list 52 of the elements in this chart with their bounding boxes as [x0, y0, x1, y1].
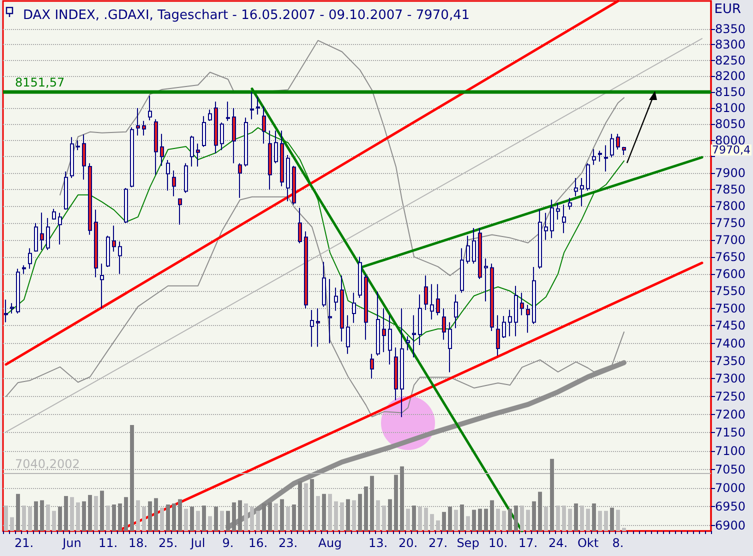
y-tick-label: 7000 — [715, 480, 746, 495]
y-tick-label: 7250 — [715, 390, 746, 404]
y-tick-label: 7050 — [715, 462, 746, 476]
x-tick-label: 20. — [398, 536, 418, 550]
x-tick-label: 25. — [158, 536, 178, 550]
x-tick-label: Okt — [577, 536, 599, 550]
x-tick-label: 27. — [428, 536, 448, 550]
y-tick-label: 6950 — [715, 500, 746, 514]
x-tick-label: Sep — [456, 536, 480, 550]
y-tick-label: 7350 — [715, 354, 746, 368]
y-tick-label: 7500 — [715, 301, 746, 316]
y-tick-label: 7450 — [715, 318, 746, 333]
y-tick-label: 8200 — [715, 69, 746, 84]
y-tick-label: 8350 — [715, 22, 746, 36]
x-tick-label: 13. — [368, 536, 388, 550]
ref-line-label: 7040,2002 — [15, 456, 80, 471]
y-tick-label: 8150 — [715, 85, 746, 99]
x-tick-label: 18. — [128, 536, 148, 550]
text: 7970,4 — [712, 143, 750, 156]
x-tick-label: 11. — [98, 536, 118, 550]
x-tick-label: 24. — [548, 536, 568, 550]
x-tick-label: Jun — [62, 536, 82, 550]
y-tick-label: 7700 — [715, 232, 746, 247]
y-tick-label: 7200 — [715, 408, 746, 422]
x-tick-label: 21. — [14, 536, 34, 550]
text: DAX INDEX, .GDAXI, Tageschart - 16.05.2007 - 09.10.2007 - 7970,41 — [23, 8, 470, 23]
x-tick-label: 16. — [248, 536, 268, 550]
x-tick-label: Aug — [318, 536, 342, 550]
x-tick-label: 8. — [612, 536, 624, 550]
y-tick-label: 8100 — [715, 101, 746, 116]
y-tick-label: 7150 — [715, 426, 746, 440]
y-tick-label: 7900 — [715, 166, 746, 180]
y-tick-label: 7800 — [715, 199, 746, 214]
y-tick-label: 7100 — [715, 444, 746, 458]
y-tick-label: 8250 — [715, 53, 746, 68]
y-tick-label: 8300 — [715, 38, 746, 52]
x-tick-label: 23. — [278, 536, 298, 550]
y-axis-title: EUR — [714, 2, 742, 17]
y-tick-label: 7400 — [715, 336, 746, 350]
y-tick-label: 6900 — [715, 518, 746, 532]
x-tick-label: 10. — [488, 536, 508, 550]
ref-line-label: 8151,57 — [15, 76, 65, 90]
x-tick-label: 17. — [518, 536, 538, 550]
y-tick-label: 8050 — [715, 117, 746, 132]
y-tick-label: 7650 — [715, 250, 746, 264]
y-tick-label: 7600 — [715, 266, 746, 281]
y-tick-label: 7850 — [715, 182, 746, 197]
y-tick-label: 7550 — [715, 284, 746, 298]
y-tick-label: 7750 — [715, 216, 746, 230]
y-tick-label: 7300 — [715, 372, 746, 386]
x-tick-label: Jul — [190, 536, 206, 550]
x-tick-label: 9. — [222, 536, 234, 550]
